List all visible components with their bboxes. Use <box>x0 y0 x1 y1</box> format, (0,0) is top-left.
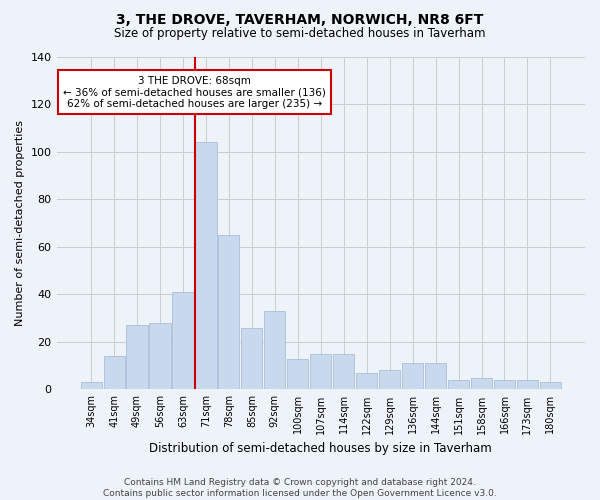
Bar <box>264 311 286 390</box>
Bar <box>310 354 331 390</box>
Bar <box>172 292 194 390</box>
Bar <box>104 356 125 390</box>
Bar <box>218 235 239 390</box>
Bar <box>517 380 538 390</box>
Y-axis label: Number of semi-detached properties: Number of semi-detached properties <box>15 120 25 326</box>
Bar <box>196 142 217 390</box>
Bar <box>287 358 308 390</box>
Text: 3, THE DROVE, TAVERHAM, NORWICH, NR8 6FT: 3, THE DROVE, TAVERHAM, NORWICH, NR8 6FT <box>116 12 484 26</box>
Bar <box>402 364 423 390</box>
Bar <box>80 382 101 390</box>
Bar <box>540 382 561 390</box>
Bar <box>471 378 492 390</box>
Bar <box>356 373 377 390</box>
Bar <box>425 364 446 390</box>
Bar <box>494 380 515 390</box>
Bar <box>149 323 170 390</box>
Bar <box>379 370 400 390</box>
Bar <box>448 380 469 390</box>
Text: Contains HM Land Registry data © Crown copyright and database right 2024.
Contai: Contains HM Land Registry data © Crown c… <box>103 478 497 498</box>
Text: Size of property relative to semi-detached houses in Taverham: Size of property relative to semi-detach… <box>114 28 486 40</box>
X-axis label: Distribution of semi-detached houses by size in Taverham: Distribution of semi-detached houses by … <box>149 442 492 455</box>
Text: 3 THE DROVE: 68sqm
← 36% of semi-detached houses are smaller (136)
62% of semi-d: 3 THE DROVE: 68sqm ← 36% of semi-detache… <box>63 76 326 108</box>
Bar <box>333 354 354 390</box>
Bar <box>241 328 262 390</box>
Bar <box>127 325 148 390</box>
